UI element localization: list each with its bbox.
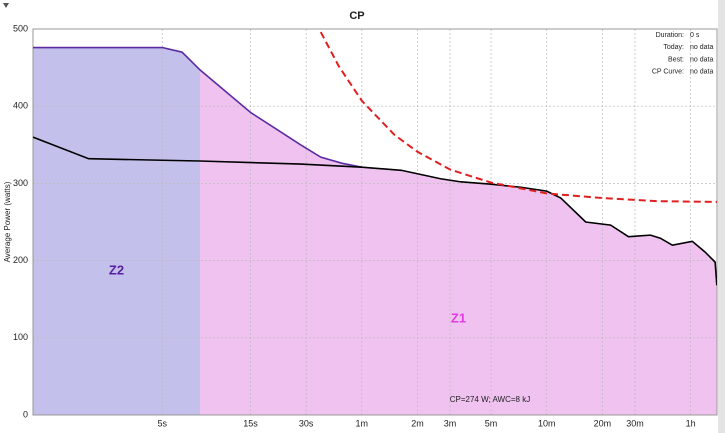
y-tick-label: 200 [13, 255, 28, 265]
y-tick-label: 300 [13, 178, 28, 188]
x-tick-label: 1h [686, 418, 696, 428]
x-tick-label: 3m [444, 418, 457, 428]
y-tick-label: 500 [13, 23, 28, 33]
side-strip [718, 0, 725, 433]
info-value: 0 s [690, 32, 700, 39]
menu-arrow[interactable] [3, 3, 9, 8]
plot-frame [32, 28, 718, 416]
x-tick-label: 30s [299, 418, 314, 428]
chart-title: CP [349, 10, 364, 22]
zone-fill [199, 69, 717, 415]
y-axis-label: Average Power (watts) [3, 181, 12, 262]
y-tick-label: 100 [13, 332, 28, 342]
x-tick-label: 15s [243, 418, 258, 428]
info-label: Today: [663, 44, 684, 51]
x-tick-label: 5m [485, 418, 498, 428]
power-curve [319, 31, 717, 203]
zone-fill [33, 47, 200, 415]
power-curve [33, 46, 362, 168]
x-tick-label: 5s [157, 418, 167, 428]
y-tick-label: 0 [23, 409, 28, 419]
x-tick-label: 10m [538, 418, 556, 428]
info-value: no data [690, 56, 713, 63]
info-value: no data [690, 44, 713, 51]
x-tick-label: 20m [594, 418, 612, 428]
y-tick-label: 400 [13, 101, 28, 111]
info-value: no data [690, 69, 713, 76]
x-tick-label: 1m [356, 418, 369, 428]
power-curve [33, 136, 717, 286]
zone-label: Z1 [451, 310, 466, 325]
zone-label: Z2 [109, 262, 124, 277]
x-tick-label: 30m [626, 418, 644, 428]
cp-annotation: CP=274 W; AWC=8 kJ [450, 395, 530, 404]
info-label: Best: [668, 56, 684, 63]
info-label: Duration: [656, 32, 684, 39]
x-tick-label: 2m [411, 418, 424, 428]
info-label: CP Curve: [652, 69, 684, 76]
